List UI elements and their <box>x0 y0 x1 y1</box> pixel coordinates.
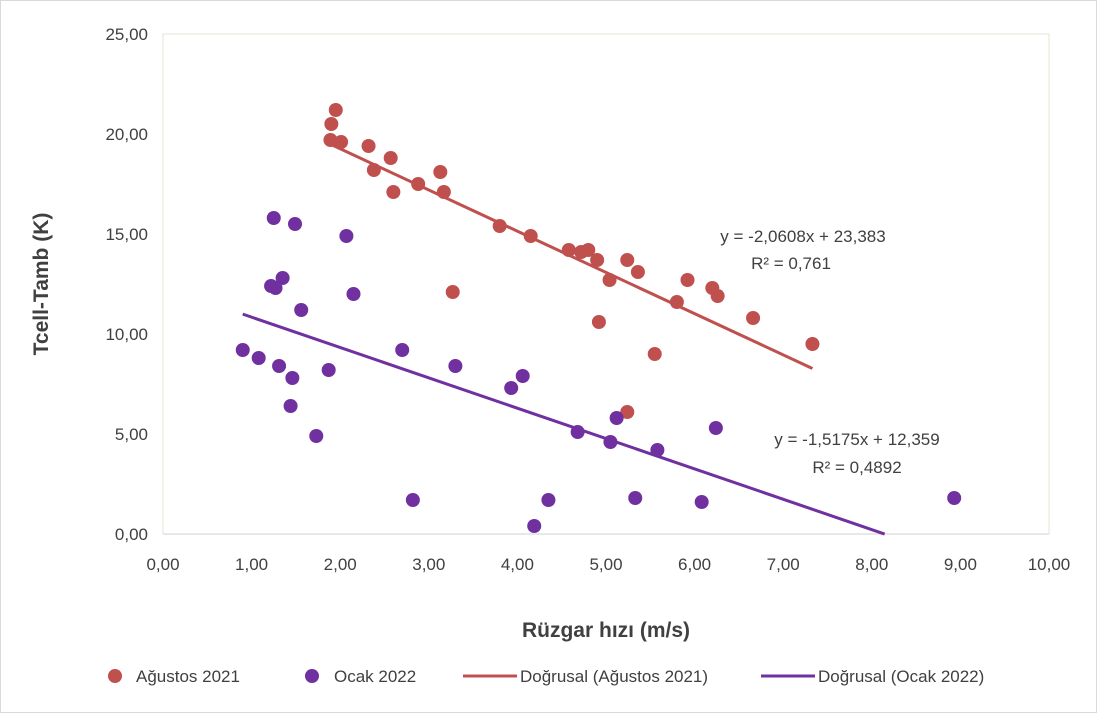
data-point-agustos <box>366 163 381 177</box>
x-tick-label: 6,00 <box>678 555 711 574</box>
trend-equation-agustos: y = -2,0608x + 23,383 <box>720 227 885 246</box>
legend: Ağustos 2021 Ocak 2022 Doğrusal (Ağustos… <box>108 667 984 686</box>
data-point-agustos <box>523 229 538 243</box>
data-point-ocak <box>283 399 298 413</box>
data-point-ocak <box>285 371 300 385</box>
data-point-agustos <box>630 265 645 279</box>
data-point-ocak <box>251 351 266 365</box>
data-point-agustos <box>334 135 349 149</box>
data-point-agustos <box>620 405 635 419</box>
data-points <box>235 103 962 533</box>
data-point-ocak <box>570 425 585 439</box>
y-tick-label: 10,00 <box>105 325 148 344</box>
data-point-ocak <box>541 493 556 507</box>
x-tick-label: 4,00 <box>501 555 534 574</box>
data-point-ocak <box>405 493 420 507</box>
trend-r2-ocak: R² = 0,4892 <box>812 458 901 477</box>
data-point-ocak <box>650 443 665 457</box>
data-point-agustos <box>323 133 338 147</box>
data-point-ocak <box>235 343 250 357</box>
data-point-ocak <box>268 281 283 295</box>
data-point-agustos <box>324 117 339 131</box>
data-point-agustos <box>411 177 426 191</box>
x-tick-labels: 0,00 1,00 2,00 3,00 4,00 5,00 6,00 7,00 8,00 9,00… <box>146 555 1070 574</box>
data-point-ocak <box>294 303 309 317</box>
data-point-ocak <box>504 381 519 395</box>
data-point-agustos <box>620 253 635 267</box>
data-point-ocak <box>272 359 287 373</box>
data-point-ocak <box>275 271 290 285</box>
x-tick-label: 0,00 <box>146 555 179 574</box>
data-point-ocak <box>603 435 618 449</box>
data-point-ocak <box>288 217 303 231</box>
data-point-ocak <box>947 491 962 505</box>
data-point-agustos <box>669 295 684 309</box>
data-point-agustos <box>680 273 695 287</box>
data-point-agustos <box>361 139 376 153</box>
data-point-ocak <box>708 421 723 435</box>
x-tick-label: 2,00 <box>324 555 357 574</box>
data-point-agustos <box>581 243 596 257</box>
data-point-agustos <box>647 347 662 361</box>
x-tick-label: 1,00 <box>235 555 268 574</box>
x-tick-label: 10,00 <box>1028 555 1071 574</box>
data-point-agustos <box>591 315 606 329</box>
data-point-ocak <box>346 287 361 301</box>
data-point-ocak <box>527 519 542 533</box>
data-point-ocak <box>266 211 281 225</box>
data-point-agustos <box>386 185 401 199</box>
data-point-ocak <box>309 429 324 443</box>
legend-marker-ocak <box>305 669 319 683</box>
y-tick-label: 20,00 <box>105 125 148 144</box>
trendline-ocak <box>242 312 886 536</box>
data-point-ocak <box>448 359 463 373</box>
data-point-ocak <box>515 369 530 383</box>
data-point-agustos <box>746 311 761 325</box>
trend-r2-agustos: R² = 0,761 <box>751 254 831 273</box>
data-point-ocak <box>321 363 336 377</box>
y-tick-labels: 0,00 5,00 10,00 15,00 20,00 25,00 <box>105 25 148 544</box>
data-point-agustos <box>445 285 460 299</box>
y-axis-title: Tcell-Tamb (K) <box>30 213 53 356</box>
x-tick-label: 7,00 <box>767 555 800 574</box>
y-tick-label: 15,00 <box>105 225 148 244</box>
x-tick-label: 8,00 <box>855 555 888 574</box>
data-point-ocak <box>694 495 709 509</box>
data-point-agustos <box>561 243 576 257</box>
data-point-agustos <box>805 337 820 351</box>
data-point-agustos <box>383 151 398 165</box>
y-tick-label: 5,00 <box>115 425 148 444</box>
data-point-agustos <box>328 103 343 117</box>
y-tick-label: 0,00 <box>115 525 148 544</box>
legend-marker-agustos <box>108 669 122 683</box>
x-tick-label: 9,00 <box>944 555 977 574</box>
legend-label-agustos-trend: Doğrusal (Ağustos 2021) <box>520 667 708 686</box>
data-point-ocak <box>339 229 354 243</box>
data-point-agustos <box>710 289 725 303</box>
data-point-agustos <box>590 253 605 267</box>
legend-label-agustos: Ağustos 2021 <box>136 667 240 686</box>
x-tick-label: 3,00 <box>412 555 445 574</box>
data-point-agustos <box>492 219 507 233</box>
y-tick-label: 25,00 <box>105 25 148 44</box>
data-point-ocak <box>395 343 410 357</box>
data-point-ocak <box>628 491 643 505</box>
data-point-agustos <box>602 273 617 287</box>
legend-label-ocak-trend: Doğrusal (Ocak 2022) <box>818 667 984 686</box>
x-axis-title: Rüzgar hızı (m/s) <box>522 619 690 642</box>
data-point-agustos <box>436 185 451 199</box>
data-point-ocak <box>609 411 624 425</box>
legend-label-ocak: Ocak 2022 <box>334 667 416 686</box>
trend-equation-ocak: y = -1,5175x + 12,359 <box>774 430 939 449</box>
x-tick-label: 5,00 <box>589 555 622 574</box>
data-point-agustos <box>433 165 448 179</box>
